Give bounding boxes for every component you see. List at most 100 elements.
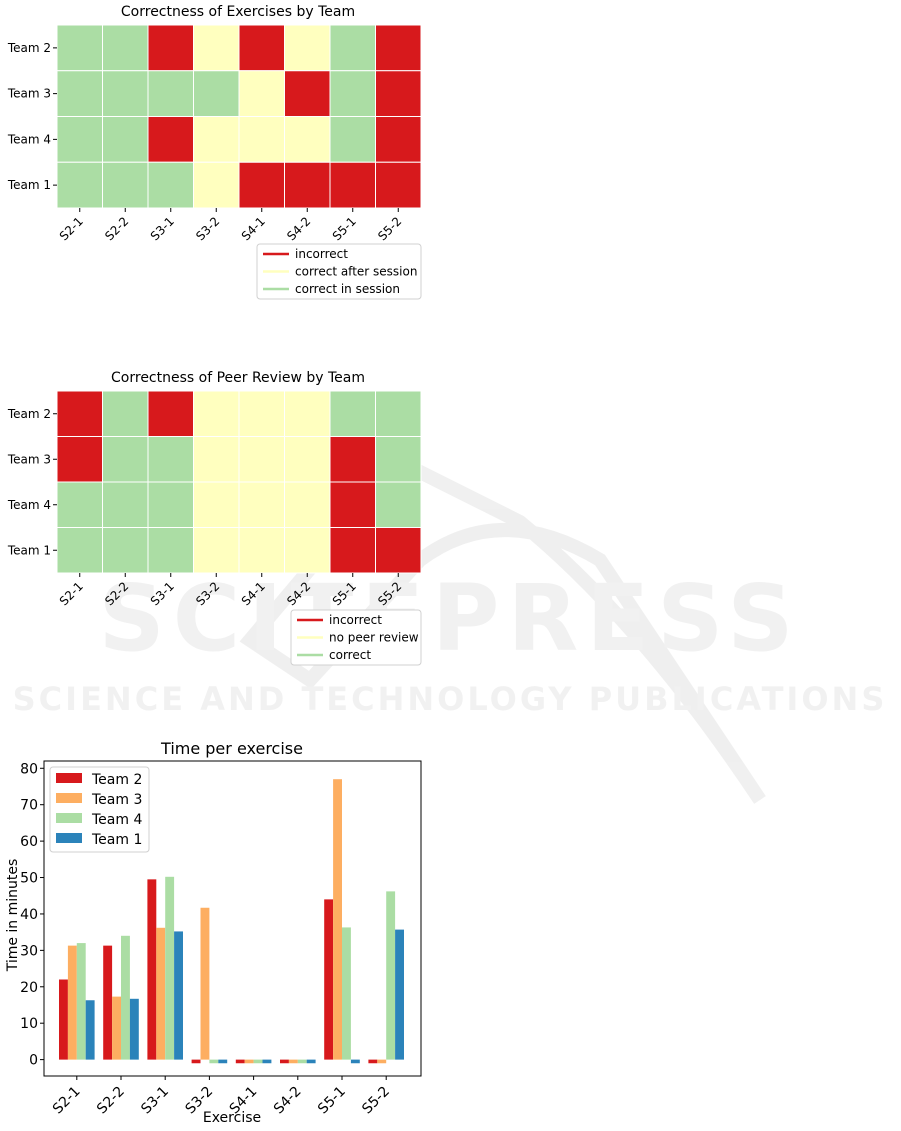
- heatmap-cell: [193, 116, 240, 163]
- row-label: Team 2: [7, 407, 51, 421]
- bar: [288, 1059, 298, 1064]
- bar: [165, 876, 175, 1060]
- y-tick-label: 30: [20, 943, 38, 959]
- x-tick-label: S4-2: [271, 1084, 305, 1118]
- bar: [112, 996, 121, 1060]
- row-label: Team 4: [7, 132, 51, 146]
- heatmap-cell: [147, 116, 194, 163]
- legend-label: no peer review: [329, 631, 419, 645]
- x-tick-label: S5-1: [315, 1084, 349, 1118]
- heatmap-cell: [238, 70, 285, 117]
- bar: [280, 1059, 289, 1064]
- heatmap-cell: [329, 161, 376, 209]
- row-label: Team 4: [7, 498, 51, 512]
- bar: [218, 1059, 228, 1064]
- bar: [350, 1059, 360, 1064]
- legend-label: incorrect: [329, 613, 382, 627]
- heatmap-cells: [56, 24, 422, 209]
- heatmap-title: Correctness of Peer Review by Team: [111, 370, 365, 386]
- legend: incorrect correct after session correct in…: [256, 243, 422, 300]
- heatmap-cell: [329, 24, 376, 72]
- bar: [342, 927, 351, 1060]
- heatmap-cell: [329, 116, 376, 163]
- heatmap-cell: [147, 161, 194, 209]
- heatmap-cells: [56, 390, 422, 574]
- y-tick-label: 50: [20, 871, 38, 887]
- bar: [200, 907, 210, 1060]
- heatmap-cell: [56, 481, 103, 528]
- legend: incorrect no peer review correct: [290, 609, 422, 666]
- legend-label: Team 2: [91, 772, 142, 788]
- y-tick-label: 80: [20, 761, 38, 777]
- bar: [156, 927, 166, 1060]
- bar: [121, 935, 130, 1060]
- bar: [59, 979, 68, 1060]
- heatmap-cell: [56, 70, 103, 117]
- heatmap-cell: [284, 24, 331, 72]
- heatmap-cell: [284, 70, 331, 117]
- heatmap-cell: [375, 390, 422, 437]
- bar: [395, 929, 404, 1060]
- row-label: Team 3: [7, 452, 51, 466]
- heatmap-cell: [193, 24, 240, 72]
- y-ticks: 0 10 20 30 40 50 60 70 80: [20, 761, 44, 1069]
- y-tick-label: 20: [20, 980, 38, 996]
- y-tick-label: 70: [20, 798, 38, 814]
- bar: [67, 945, 77, 1060]
- heatmap-cell: [375, 161, 422, 209]
- column-label: S2-1: [57, 579, 86, 608]
- column-label: S5-1: [330, 214, 359, 243]
- bar-plot-area: [43, 760, 422, 1077]
- heatmap-cell: [147, 70, 194, 117]
- heatmap-cell: [102, 390, 149, 437]
- heatmap-cell: [102, 70, 149, 117]
- row-labels: Team 2 Team 3 Team 4 Team 1: [7, 407, 57, 557]
- bar: [244, 1059, 254, 1064]
- heatmap-cell: [238, 436, 285, 483]
- heatmap-cell: [284, 390, 331, 437]
- time-per-exercise-chart: Time per exercise Exercise Time in minut…: [5, 739, 422, 1126]
- bar: [235, 1059, 245, 1064]
- heatmap-cell: [238, 481, 285, 528]
- heatmap-cell: [375, 24, 422, 72]
- column-label: S5-2: [375, 214, 404, 243]
- axes-frame: [43, 760, 422, 1077]
- heatmap-cell: [284, 481, 331, 528]
- y-tick-label: 40: [20, 907, 38, 923]
- bar: [333, 779, 342, 1060]
- legend-swatch: [56, 793, 82, 803]
- bar: [103, 945, 113, 1060]
- heatmap-cell: [329, 527, 376, 574]
- column-label: S4-2: [284, 214, 313, 243]
- legend-label: Team 3: [91, 792, 142, 808]
- heatmap-cell: [147, 24, 194, 72]
- heatmap-title: Correctness of Exercises by Team: [121, 4, 355, 20]
- legend-frame: [256, 243, 422, 300]
- y-tick-label: 60: [20, 834, 38, 850]
- legend-label: correct after session: [295, 265, 417, 279]
- heatmap-cell: [284, 116, 331, 163]
- bar: [253, 1059, 263, 1064]
- y-tick-label: 10: [20, 1016, 38, 1032]
- legend-label: correct: [329, 648, 371, 662]
- column-label: S2-1: [57, 214, 86, 243]
- row-label: Team 3: [7, 87, 51, 101]
- watermark-main-text: SCITEPRESS: [98, 565, 801, 672]
- bar-legend: Team 2 Team 3 Team 4 Team 1: [49, 766, 150, 853]
- bar: [129, 998, 139, 1060]
- legend-frame: [49, 766, 150, 853]
- row-label: Team 1: [7, 178, 51, 192]
- heatmap-cell: [102, 24, 149, 72]
- heatmap-cell: [102, 527, 149, 574]
- heatmap-cell: [193, 527, 240, 574]
- heatmap-cell: [102, 436, 149, 483]
- heatmap-cell: [284, 161, 331, 209]
- bar: [174, 931, 183, 1060]
- heatmap-cell: [329, 436, 376, 483]
- exercise-correctness-heatmap: Correctness of Exercises by Team Team 2T…: [7, 4, 422, 300]
- heatmap-cell: [238, 24, 285, 72]
- bar-chart-title: Time per exercise: [160, 739, 303, 758]
- heatmap-cell: [56, 390, 103, 437]
- bar: [76, 943, 86, 1060]
